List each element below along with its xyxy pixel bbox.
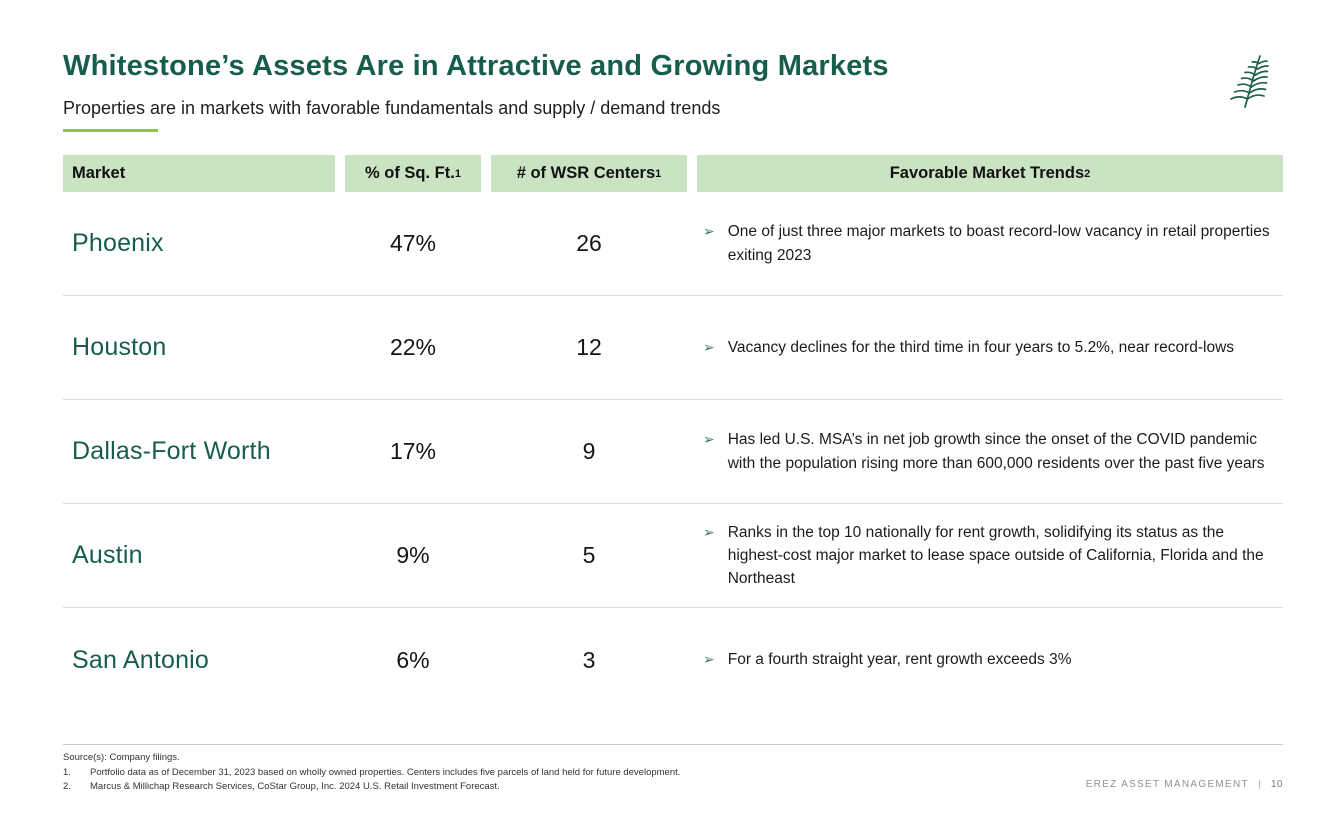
footnote-1: 1. Portfolio data as of December 31, 202… — [63, 766, 680, 780]
market-name: Phoenix — [72, 229, 164, 257]
sqft-pct-value: 6% — [396, 646, 430, 673]
arrow-bullet-icon: ➢ — [703, 651, 715, 668]
slide-header: Whitestone’s Assets Are in Attractive an… — [63, 50, 1283, 132]
slide-footer: Source(s): Company filings. 1. Portfolio… — [63, 744, 1283, 794]
market-name: Houston — [72, 333, 167, 361]
sqft-pct-value: 9% — [396, 542, 430, 568]
footnote-number: 1. — [63, 766, 71, 778]
table-row-austin: Austin 9% 5 ➢ Ranks in the top 10 nation… — [63, 504, 1283, 608]
table-row-san-antonio: San Antonio 6% 3 ➢ For a fourth straight… — [63, 608, 1283, 712]
title-block: Whitestone’s Assets Are in Attractive an… — [63, 50, 889, 132]
trend-cell: ➢ Has led U.S. MSA’s in net job growth s… — [697, 428, 1283, 475]
slide-subtitle: Properties are in markets with favorable… — [63, 98, 721, 118]
page-number: 10 — [1270, 779, 1283, 790]
footnote-number: 2. — [63, 780, 71, 792]
trend-text: Vacancy declines for the third time in f… — [727, 338, 1235, 356]
arrow-bullet-icon: ➢ — [703, 338, 715, 355]
wsr-centers-value: 12 — [576, 334, 602, 360]
wsr-centers-value: 9 — [582, 438, 596, 464]
market-name: San Antonio — [72, 645, 210, 674]
brand-divider: | — [1257, 779, 1262, 790]
sqft-pct-value: 22% — [389, 334, 437, 360]
wsr-centers-value: 26 — [576, 230, 602, 256]
arrow-bullet-icon: ➢ — [703, 223, 715, 240]
footnote-text: Marcus & Millichap Research Services, Co… — [90, 780, 500, 792]
header-wsr-centers: # of WSR Centers 1 — [491, 155, 687, 192]
footnote-2: 2. Marcus & Millichap Research Services,… — [63, 780, 680, 794]
table-row-houston: Houston 22% 12 ➢ Vacancy declines for th… — [63, 296, 1283, 400]
markets-table: Market % of Sq. Ft. 1 # of WSR Centers 1 F… — [63, 155, 1283, 712]
market-name: Dallas-Fort Worth — [72, 437, 271, 465]
table-header-row: Market % of Sq. Ft. 1 # of WSR Centers 1 F… — [63, 155, 1283, 192]
trend-text: One of just three major markets to boast… — [727, 223, 1270, 264]
fern-logo-icon — [1227, 52, 1275, 108]
wsr-centers-value: 3 — [582, 646, 596, 673]
brand-name: EREZ ASSET MANAGEMENT — [1085, 779, 1249, 790]
footnote-text: Portfolio data as of December 31, 2023 b… — [90, 766, 681, 778]
trend-cell: ➢ Ranks in the top 10 nationally for ren… — [697, 521, 1283, 591]
page-title: Whitestone’s Assets Are in Attractive an… — [63, 50, 889, 82]
header-label: Favorable Market Trends — [889, 164, 1085, 182]
table-row-dallas-fort-worth: Dallas-Fort Worth 17% 9 ➢ Has led U.S. M… — [63, 400, 1283, 504]
header-label: Market — [72, 164, 126, 182]
trend-text: Has led U.S. MSA’s in net job growth sin… — [727, 431, 1265, 472]
trend-cell: ➢ Vacancy declines for the third time in… — [697, 336, 1283, 359]
sqft-pct-value: 17% — [389, 438, 437, 464]
table-row-phoenix: Phoenix 47% 26 ➢ One of just three major… — [63, 192, 1283, 296]
brand-line: EREZ ASSET MANAGEMENT | 10 — [1086, 779, 1283, 794]
header-sqft-pct: % of Sq. Ft. 1 — [345, 155, 481, 192]
trend-cell: ➢ One of just three major markets to boa… — [697, 220, 1283, 267]
wsr-centers-value: 5 — [582, 542, 596, 568]
header-label: % of Sq. Ft. — [365, 164, 455, 182]
trend-text: For a fourth straight year, rent growth … — [727, 651, 1072, 669]
header-market: Market — [63, 155, 335, 192]
trend-text: Ranks in the top 10 nationally for rent … — [727, 523, 1264, 588]
sqft-pct-value: 47% — [389, 230, 437, 256]
footnotes: Source(s): Company filings. 1. Portfolio… — [63, 751, 680, 794]
header-market-trends: Favorable Market Trends 2 — [697, 155, 1283, 192]
market-name: Austin — [72, 541, 143, 569]
subtitle-accent-line — [63, 129, 158, 132]
header-label: # of WSR Centers — [516, 164, 656, 182]
arrow-bullet-icon: ➢ — [703, 431, 715, 448]
trend-cell: ➢ For a fourth straight year, rent growt… — [697, 648, 1283, 671]
arrow-bullet-icon: ➢ — [703, 523, 715, 540]
source-line: Source(s): Company filings. — [63, 752, 180, 764]
